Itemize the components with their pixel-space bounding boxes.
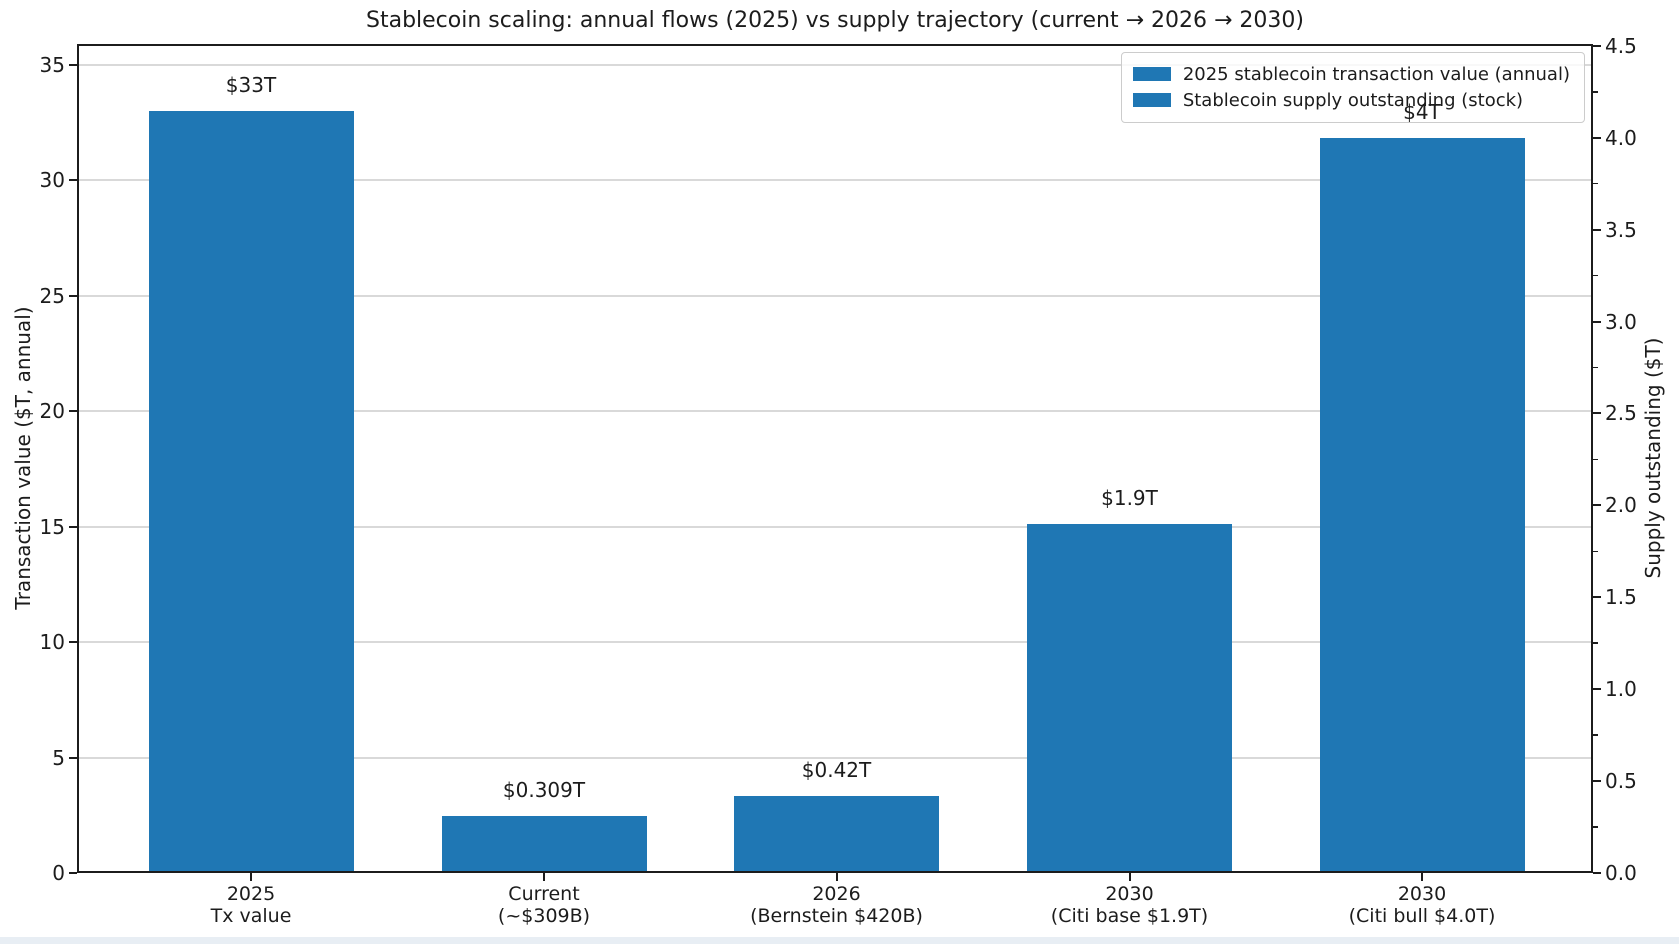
x-axis-category-line: 2026	[812, 883, 861, 905]
left-axis-tick	[69, 63, 77, 66]
bar-value-label-2: $0.42T	[801, 757, 872, 782]
right-axis-tick-label: 4.5	[1605, 33, 1637, 58]
gridline	[79, 294, 1591, 297]
right-axis-tick	[1593, 780, 1601, 783]
gridline	[79, 525, 1591, 528]
left-axis-tick-label: 5	[52, 745, 65, 770]
bar-2	[734, 795, 939, 873]
right-axis-tick-label: 1.5	[1605, 585, 1637, 610]
legend-label: Stablecoin supply outstanding (stock)	[1182, 89, 1524, 111]
bottom-edge-strip	[0, 937, 1679, 944]
gridline	[79, 63, 1591, 66]
x-axis-category-line: 2030	[1105, 883, 1154, 905]
left-axis-tick-label: 0	[52, 861, 65, 885]
left-axis-tick-label: 35	[39, 52, 65, 77]
right-axis-tick-label: 1.0	[1605, 677, 1637, 702]
legend-swatch-icon	[1132, 67, 1171, 81]
right-axis-minor-tick	[1593, 550, 1598, 553]
bar-value-label-0: $33T	[225, 72, 277, 97]
x-axis-tick	[543, 873, 545, 881]
right-axis-minor-tick	[1593, 458, 1598, 461]
right-axis-minor-tick	[1593, 90, 1598, 93]
bar-4	[1319, 137, 1525, 873]
right-axis-tick	[1593, 320, 1601, 323]
right-axis-tick	[1593, 412, 1601, 415]
right-axis-minor-tick	[1593, 734, 1598, 736]
right-axis-tick	[1593, 44, 1601, 47]
bar-value-label-1: $0.309T	[502, 778, 586, 803]
right-axis-tick	[1593, 872, 1601, 874]
right-axis-tick-label: 4.0	[1605, 125, 1637, 150]
left-axis-tick	[69, 641, 77, 644]
right-axis-tick	[1593, 596, 1601, 599]
left-axis-tick-label: 25	[39, 283, 65, 308]
bar-0	[148, 110, 354, 873]
gridline	[79, 179, 1591, 182]
x-axis-category-line: (Citi base $1.9T)	[1050, 905, 1209, 927]
x-axis-category-label-4: 2030 (Citi bull $4.0T)	[1349, 883, 1496, 927]
x-axis-category-label-0: 2025 Tx value	[211, 883, 292, 927]
x-axis-tick	[250, 873, 252, 881]
legend-entry-0: 2025 stablecoin transaction value (annua…	[1132, 61, 1570, 87]
right-axis-tick-label: 3.5	[1605, 217, 1637, 242]
legend-entry-1: Stablecoin supply outstanding (stock)	[1132, 87, 1570, 113]
x-axis-category-label-3: 2030 (Citi base $1.9T)	[1051, 883, 1208, 927]
right-axis-minor-tick	[1593, 642, 1598, 645]
bar-3	[1027, 523, 1232, 873]
right-axis-tick-label: 2.0	[1605, 493, 1637, 518]
left-axis-tick-label: 10	[39, 630, 65, 655]
y-axis-label-right: Supply outstanding ($T)	[1641, 337, 1665, 579]
right-axis-tick-label: 0.0	[1605, 861, 1637, 885]
bar-value-label-3: $1.9T	[1101, 485, 1158, 510]
left-axis-tick	[69, 756, 77, 759]
gridline	[79, 410, 1591, 413]
right-axis-minor-tick	[1593, 826, 1598, 828]
y-axis-label-left: Transaction value ($T, annual)	[11, 306, 35, 610]
right-axis-tick-label: 0.5	[1605, 769, 1637, 794]
left-axis-tick	[69, 294, 77, 297]
x-axis-category-line: 2030	[1397, 883, 1447, 905]
right-axis-tick	[1593, 688, 1601, 691]
x-axis-category-label-2: 2026 (Bernstein $420B)	[750, 883, 923, 927]
x-axis-tick	[835, 873, 838, 881]
left-axis-tick-label: 15	[39, 514, 65, 539]
right-axis-tick	[1593, 228, 1601, 231]
right-axis-tick-label: 3.0	[1605, 309, 1637, 334]
x-axis-category-line: (Bernstein $420B)	[750, 905, 923, 927]
left-axis-tick	[69, 525, 77, 528]
x-axis-category-line: Current	[508, 883, 580, 905]
gridline	[79, 641, 1591, 644]
left-axis-tick	[69, 179, 77, 182]
x-axis-category-line: (~$309B)	[497, 905, 591, 927]
left-axis-tick	[69, 872, 77, 874]
legend-swatch-icon	[1132, 93, 1171, 107]
right-axis-tick-label: 2.5	[1605, 401, 1637, 426]
right-axis-minor-tick	[1593, 366, 1598, 369]
right-axis-tick	[1593, 504, 1601, 507]
left-axis-tick-label: 30	[39, 168, 65, 193]
x-axis-category-label-1: Current (~$309B)	[498, 883, 590, 927]
x-axis-category-line: 2025	[226, 883, 276, 905]
bar-value-label-4: $4T	[1403, 99, 1441, 124]
chart-title: Stablecoin scaling: annual flows (2025) …	[366, 8, 1304, 33]
legend: 2025 stablecoin transaction value (annua…	[1120, 52, 1585, 123]
right-axis-minor-tick	[1593, 182, 1598, 185]
left-axis-tick	[69, 410, 77, 413]
legend-label: 2025 stablecoin transaction value (annua…	[1182, 63, 1570, 85]
right-axis-minor-tick	[1593, 274, 1598, 277]
gridline	[79, 756, 1591, 759]
right-axis-tick	[1593, 136, 1601, 139]
x-axis-category-line: (Citi bull $4.0T)	[1348, 905, 1496, 927]
x-axis-category-line: Tx value	[210, 905, 292, 927]
x-axis-tick	[1128, 873, 1131, 881]
left-axis-tick-label: 20	[39, 399, 65, 424]
x-axis-tick	[1421, 873, 1423, 881]
bar-1	[441, 816, 647, 873]
